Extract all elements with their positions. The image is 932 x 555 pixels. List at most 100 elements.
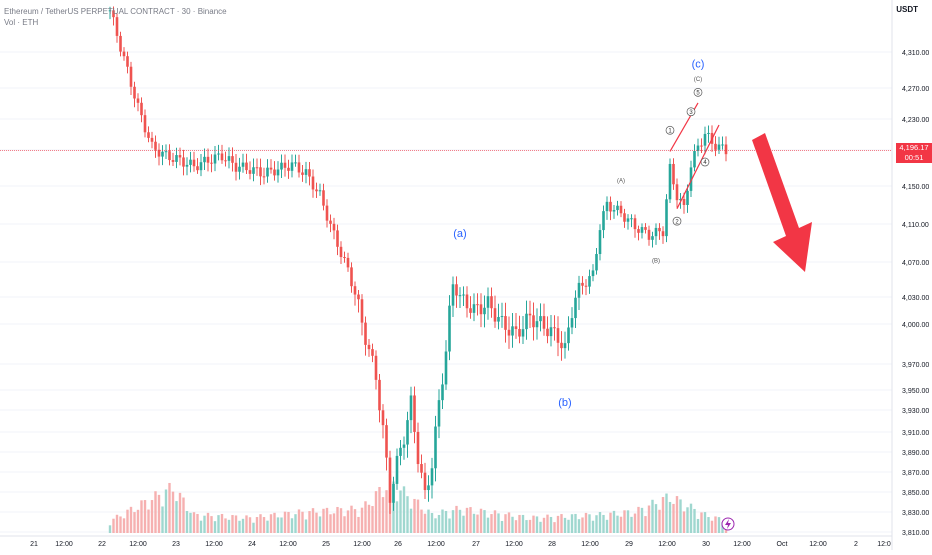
volume-bar <box>665 493 668 533</box>
candle-body <box>287 167 290 171</box>
volume-bar <box>612 510 616 533</box>
wave-count-circle[interactable] <box>693 87 703 97</box>
volume-bar <box>500 520 504 533</box>
y-tick-label: 3,890.00 <box>902 450 929 457</box>
volume-bar <box>549 516 553 533</box>
volume-bar <box>115 514 119 533</box>
wave-count-circle[interactable] <box>686 107 696 117</box>
candle-body <box>189 159 192 165</box>
volume-bar <box>154 491 157 533</box>
y-tick-label: 4,270.00 <box>902 86 929 93</box>
volume-bar <box>283 511 287 533</box>
subwave-label[interactable]: (B) <box>652 259 660 265</box>
currency-button[interactable]: USDT <box>896 5 918 14</box>
candle-body <box>115 17 119 36</box>
candle-body <box>238 166 241 172</box>
candle-body <box>528 313 532 316</box>
candle-body <box>437 400 441 427</box>
y-tick-label: 3,870.00 <box>902 470 929 477</box>
volume-bar <box>119 516 122 533</box>
wave-label[interactable]: (c) <box>692 59 705 71</box>
volume-bar <box>458 509 462 533</box>
volume-bar <box>623 510 626 533</box>
candle-body <box>245 162 248 171</box>
wave-count-circle[interactable] <box>672 216 682 226</box>
candle-body <box>367 344 371 350</box>
volume-bar <box>262 517 266 533</box>
wave-count-label[interactable]: 3 <box>689 110 693 116</box>
candle-body <box>140 102 143 116</box>
down-arrow[interactable] <box>752 133 812 272</box>
candle-body <box>507 329 511 336</box>
subwave-label[interactable]: (C) <box>694 77 702 83</box>
wave-label[interactable]: (b) <box>558 397 571 409</box>
volume-bar <box>381 497 385 533</box>
volume-bar <box>252 522 255 533</box>
volume-bar <box>329 514 332 533</box>
volume-bar <box>199 520 203 533</box>
volume-bar <box>644 516 647 533</box>
volume-bar <box>511 516 514 533</box>
volume-bar <box>269 514 273 533</box>
volume-bar <box>171 491 175 533</box>
wave-count-label[interactable]: 5 <box>696 91 700 97</box>
y-tick-label: 4,230.00 <box>902 117 929 124</box>
x-tick-label: 12:00 <box>55 541 73 548</box>
candle-body <box>675 184 679 201</box>
wave-count-label[interactable]: 2 <box>675 219 679 225</box>
candle-body <box>591 270 595 277</box>
volume-bar <box>654 504 658 533</box>
candle-body <box>563 343 567 349</box>
candle-body <box>143 115 147 133</box>
volume-bar <box>238 520 241 533</box>
candle-body <box>262 176 266 178</box>
volume-bar <box>588 514 591 533</box>
wedge-lower-line[interactable] <box>676 124 720 210</box>
x-tick-label: 12:00 <box>581 541 599 548</box>
candle-body <box>521 329 525 337</box>
y-tick-label: 3,910.00 <box>902 430 929 437</box>
volume-bar <box>395 501 399 533</box>
candle-body <box>448 305 451 352</box>
candle-body <box>280 162 283 170</box>
volume-bar <box>546 514 549 533</box>
candle-body <box>511 326 514 336</box>
volume-bar <box>651 499 654 533</box>
symbol-title[interactable]: Ethereum / TetherUS PERPETUAL CONTRACT ·… <box>4 7 227 16</box>
wave-count-label[interactable]: 1 <box>668 128 672 134</box>
candle-body <box>500 316 504 318</box>
candle-body <box>119 35 122 52</box>
volume-bar <box>343 516 346 533</box>
volume-bar <box>633 513 637 533</box>
wave-count-circle[interactable] <box>665 125 675 135</box>
volume-bar <box>717 517 721 533</box>
volume-bar <box>434 518 437 533</box>
volume-bar <box>157 494 161 533</box>
volume-bar <box>518 514 521 533</box>
x-tick-label: 25 <box>322 541 330 548</box>
volume-bar <box>150 500 154 533</box>
volume-bar <box>493 510 497 533</box>
candle-body <box>465 294 469 309</box>
x-tick-label: 28 <box>548 541 556 548</box>
candle-body <box>182 157 185 167</box>
candle-body <box>647 229 651 240</box>
candle-body <box>255 167 259 169</box>
candle-body <box>259 167 262 177</box>
candle-body <box>332 223 336 231</box>
volume-bar <box>437 514 441 533</box>
volume-bar <box>364 501 367 533</box>
volume-bar <box>276 517 280 533</box>
volume-bar <box>476 514 479 533</box>
volume-indicator-label[interactable]: Vol · ETH <box>4 18 39 27</box>
candle-body <box>290 162 294 171</box>
subwave-label[interactable]: (A) <box>617 178 625 184</box>
volume-bar <box>213 521 217 533</box>
candle-body <box>147 132 150 138</box>
wave-label[interactable]: (a) <box>453 228 466 240</box>
wave-count-label[interactable]: 4 <box>703 160 707 166</box>
wave-count-circle[interactable] <box>700 157 710 167</box>
candle-body <box>360 299 364 323</box>
